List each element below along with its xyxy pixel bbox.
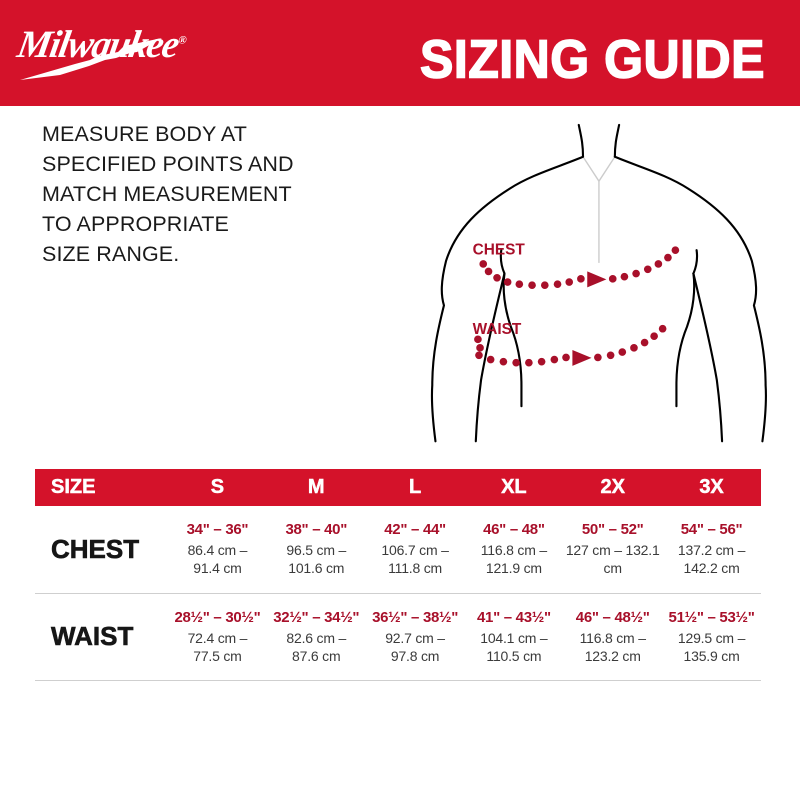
svg-text:CHEST: CHEST <box>473 241 526 258</box>
svg-text:WAIST: WAIST <box>473 321 522 338</box>
